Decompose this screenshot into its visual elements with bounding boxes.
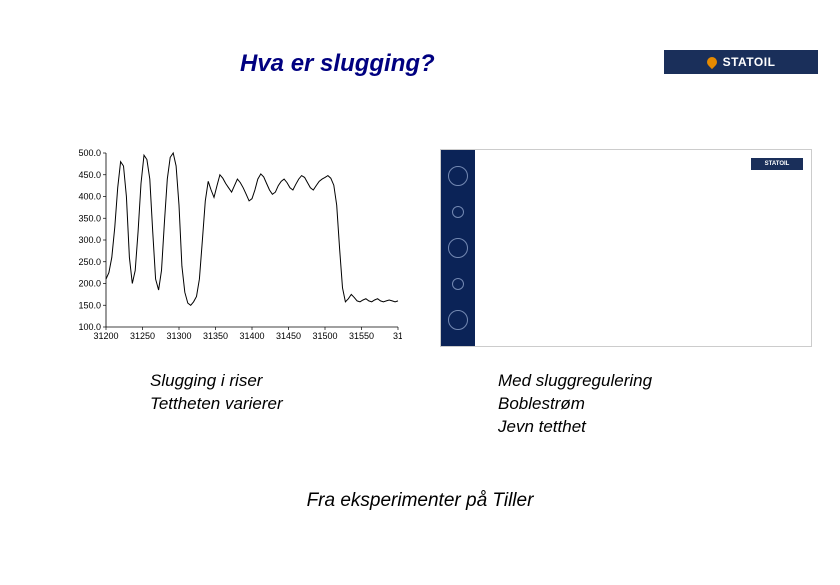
svg-text:31400: 31400	[239, 331, 264, 341]
svg-text:500.0: 500.0	[78, 149, 101, 158]
page-title: Hva er slugging?	[240, 50, 435, 78]
slugging-chart-svg: 100.0150.0200.0250.0300.0350.0400.0450.0…	[72, 149, 402, 345]
logo-text: STATOIL	[723, 55, 776, 69]
caption-right-line1: Med sluggregulering	[498, 370, 652, 393]
caption-left: Slugging i riser Tettheten varierer	[150, 370, 283, 416]
bubbleflow-body: STATOIL	[475, 150, 811, 346]
footer-text: Fra eksperimenter på Tiller	[0, 490, 840, 512]
bubble-icon	[448, 166, 468, 186]
statoil-mini-logo: STATOIL	[751, 158, 803, 170]
bubble-icon	[448, 310, 468, 330]
caption-left-line1: Slugging i riser	[150, 370, 283, 393]
svg-text:31250: 31250	[130, 331, 155, 341]
bubbleflow-panel: STATOIL	[440, 149, 812, 347]
svg-text:31: 31	[393, 331, 402, 341]
bubble-icon	[448, 238, 468, 258]
statoil-logo: STATOIL	[664, 50, 818, 74]
svg-text:400.0: 400.0	[78, 192, 101, 202]
svg-text:150.0: 150.0	[78, 300, 101, 310]
caption-right-line3: Jevn tetthet	[498, 416, 652, 439]
svg-text:200.0: 200.0	[78, 279, 101, 289]
caption-right: Med sluggregulering Boblestrøm Jevn tett…	[498, 370, 652, 439]
caption-right-line2: Boblestrøm	[498, 393, 652, 416]
bubble-icon	[452, 278, 464, 290]
caption-left-line2: Tettheten varierer	[150, 393, 283, 416]
svg-text:31350: 31350	[203, 331, 228, 341]
svg-text:350.0: 350.0	[78, 213, 101, 223]
bubble-strip	[441, 150, 475, 346]
svg-text:250.0: 250.0	[78, 257, 101, 267]
svg-text:31450: 31450	[276, 331, 301, 341]
svg-text:31300: 31300	[166, 331, 191, 341]
mini-logo-text: STATOIL	[765, 161, 790, 167]
bubble-icon	[452, 206, 464, 218]
slugging-chart: 100.0150.0200.0250.0300.0350.0400.0450.0…	[72, 149, 402, 345]
statoil-droplet-icon	[705, 55, 719, 69]
svg-text:300.0: 300.0	[78, 235, 101, 245]
svg-text:31200: 31200	[93, 331, 118, 341]
svg-text:31550: 31550	[349, 331, 374, 341]
svg-text:31500: 31500	[312, 331, 337, 341]
slide: Hva er slugging? STATOIL 100.0150.0200.0…	[0, 0, 840, 585]
svg-text:450.0: 450.0	[78, 170, 101, 180]
